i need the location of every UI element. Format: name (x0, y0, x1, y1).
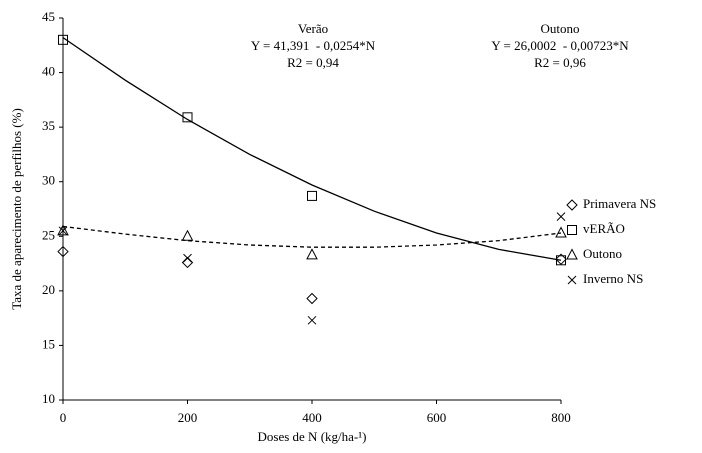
marker-shape (307, 315, 317, 325)
x-tick-label: 0 (60, 410, 67, 425)
marker-shape (58, 226, 68, 236)
marker (306, 292, 318, 305)
annotation: Outono (541, 21, 580, 36)
y-tick-label: 10 (42, 391, 55, 406)
y-tick-label: 45 (42, 9, 55, 24)
annotation: Y = 26,0002 - 0,00723*N (491, 38, 629, 53)
marker-shape (181, 229, 194, 241)
legend-label: Inverno NS (583, 271, 643, 286)
annotation: R2 = 0,94 (287, 55, 339, 70)
marker (57, 224, 69, 236)
marker-shape (556, 212, 566, 221)
marker-shape (556, 255, 566, 266)
marker-shape (555, 226, 567, 238)
marker (182, 112, 193, 123)
marker-shape (567, 275, 577, 285)
marker-shape (182, 112, 193, 123)
x-tick-label: 600 (427, 410, 447, 425)
marker-shape (567, 225, 577, 235)
marker-shape (57, 224, 69, 236)
marker-shape (306, 292, 318, 305)
marker (556, 255, 566, 266)
marker (567, 275, 577, 285)
marker (566, 248, 578, 260)
y-tick-label: 20 (42, 282, 55, 297)
marker (181, 229, 194, 241)
marker (58, 34, 68, 45)
marker-shape (181, 256, 194, 269)
marker (307, 315, 317, 325)
legend-label: Outono (583, 246, 622, 261)
marker (57, 245, 69, 258)
marker-shape (306, 248, 318, 260)
x-tick-label: 800 (551, 410, 571, 425)
trendline (62, 37, 562, 261)
legend-label: vERÃO (583, 221, 625, 236)
annotation: Verão (298, 21, 328, 36)
marker (306, 248, 318, 260)
marker-shape (555, 253, 567, 265)
marker-shape (566, 199, 578, 211)
marker (181, 256, 194, 269)
trendline (62, 225, 562, 248)
y-tick-label: 30 (42, 173, 55, 188)
marker (183, 253, 192, 263)
y-tick-label: 35 (42, 118, 55, 133)
marker (556, 212, 566, 221)
y-axis-label: Taxa de aparecimento de perfilhos (%) (9, 108, 24, 310)
marker-shape (58, 34, 68, 45)
marker (555, 253, 567, 265)
marker (567, 225, 577, 235)
marker-shape (57, 245, 69, 258)
legend-label: Primavera NS (583, 196, 656, 211)
annotation: R2 = 0,96 (534, 55, 586, 70)
x-tick-label: 200 (178, 410, 198, 425)
marker-shape (183, 253, 192, 263)
marker (307, 190, 317, 201)
marker (58, 226, 68, 236)
marker-shape (566, 248, 578, 260)
marker (566, 199, 578, 211)
y-tick-label: 40 (42, 64, 55, 79)
x-axis-label: Doses de N (kg/ha-¹) (258, 429, 367, 444)
marker (555, 226, 567, 238)
x-tick-label: 400 (302, 410, 322, 425)
marker-shape (307, 190, 317, 201)
y-tick-label: 25 (42, 227, 55, 242)
y-tick-label: 15 (42, 336, 55, 351)
annotation: Y = 41,391 - 0,0254*N (251, 38, 376, 53)
